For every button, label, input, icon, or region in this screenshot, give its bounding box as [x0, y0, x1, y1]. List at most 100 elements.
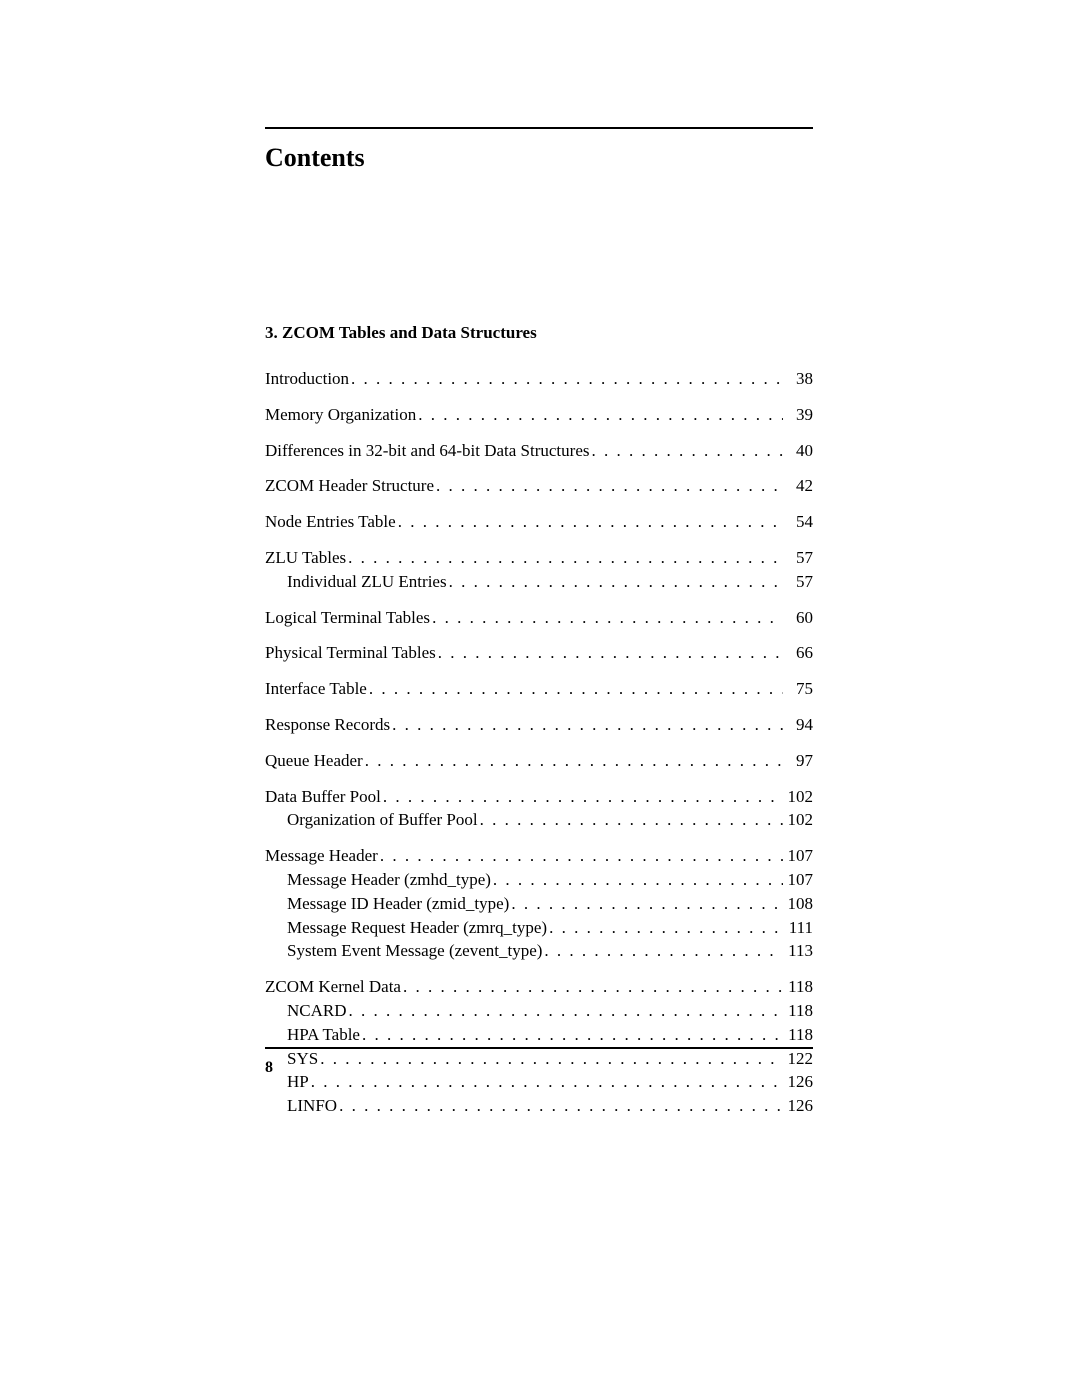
- toc-entry-page: 42: [783, 474, 813, 498]
- toc-line: Memory Organization . . . . . . . . . . …: [265, 403, 813, 427]
- toc-group: Message Header . . . . . . . . . . . . .…: [265, 844, 813, 963]
- toc-leader-dots: . . . . . . . . . . . . . . . . . . . . …: [378, 844, 783, 868]
- toc-entry-label: Introduction: [265, 367, 349, 391]
- toc-line: Message Header . . . . . . . . . . . . .…: [265, 844, 813, 868]
- toc-leader-dots: . . . . . . . . . . . . . . . . . . . . …: [349, 367, 783, 391]
- toc-line: Introduction . . . . . . . . . . . . . .…: [265, 367, 813, 391]
- toc-entry-label: System Event Message (zevent_type): [287, 939, 542, 963]
- toc-entry-page: 39: [783, 403, 813, 427]
- toc-leader-dots: . . . . . . . . . . . . . . . . . . . . …: [401, 975, 783, 999]
- toc-line: HPA Table . . . . . . . . . . . . . . . …: [265, 1023, 813, 1047]
- toc-leader-dots: . . . . . . . . . . . . . . . . . . . . …: [337, 1094, 783, 1118]
- toc-group: Interface Table . . . . . . . . . . . . …: [265, 677, 813, 701]
- toc-line: Node Entries Table . . . . . . . . . . .…: [265, 510, 813, 534]
- toc-leader-dots: . . . . . . . . . . . . . . . . . . . . …: [360, 1023, 783, 1047]
- toc-entry-label: Interface Table: [265, 677, 367, 701]
- toc-entry-page: 97: [783, 749, 813, 773]
- toc-entry-label: HPA Table: [287, 1023, 360, 1047]
- toc-line: Organization of Buffer Pool . . . . . . …: [265, 808, 813, 832]
- toc-entry-page: 118: [783, 975, 813, 999]
- toc-line: ZCOM Header Structure . . . . . . . . . …: [265, 474, 813, 498]
- toc-entry-page: 126: [783, 1094, 813, 1118]
- toc-line: Message Request Header (zmrq_type) . . .…: [265, 916, 813, 940]
- toc-container: Introduction . . . . . . . . . . . . . .…: [265, 367, 813, 1118]
- toc-line: Logical Terminal Tables . . . . . . . . …: [265, 606, 813, 630]
- toc-entry-label: Message Header: [265, 844, 378, 868]
- toc-entry-page: 111: [783, 916, 813, 940]
- toc-entry-label: Queue Header: [265, 749, 363, 773]
- toc-leader-dots: . . . . . . . . . . . . . . . . . . . . …: [381, 785, 783, 809]
- toc-group: Logical Terminal Tables . . . . . . . . …: [265, 606, 813, 630]
- toc-entry-page: 75: [783, 677, 813, 701]
- footer: 8: [265, 1047, 813, 1077]
- toc-line: Message ID Header (zmid_type) . . . . . …: [265, 892, 813, 916]
- toc-entry-label: Logical Terminal Tables: [265, 606, 430, 630]
- toc-group: Queue Header . . . . . . . . . . . . . .…: [265, 749, 813, 773]
- toc-entry-page: 57: [783, 570, 813, 594]
- toc-leader-dots: . . . . . . . . . . . . . . . . . . . . …: [367, 677, 783, 701]
- toc-entry-page: 38: [783, 367, 813, 391]
- toc-entry-page: 107: [783, 844, 813, 868]
- toc-entry-page: 66: [783, 641, 813, 665]
- page-content: Contents 3. ZCOM Tables and Data Structu…: [265, 127, 813, 1130]
- toc-entry-page: 60: [783, 606, 813, 630]
- toc-entry-page: 107: [783, 868, 813, 892]
- toc-leader-dots: . . . . . . . . . . . . . . . . . . . . …: [363, 749, 783, 773]
- toc-entry-label: Physical Terminal Tables: [265, 641, 436, 665]
- toc-entry-label: NCARD: [287, 999, 347, 1023]
- toc-line: ZCOM Kernel Data . . . . . . . . . . . .…: [265, 975, 813, 999]
- toc-line: Individual ZLU Entries . . . . . . . . .…: [265, 570, 813, 594]
- toc-leader-dots: . . . . . . . . . . . . . . . . . . . . …: [542, 939, 783, 963]
- toc-entry-label: Node Entries Table: [265, 510, 396, 534]
- toc-entry-page: 108: [783, 892, 813, 916]
- toc-line: LINFO . . . . . . . . . . . . . . . . . …: [265, 1094, 813, 1118]
- toc-group: Memory Organization . . . . . . . . . . …: [265, 403, 813, 427]
- toc-entry-label: ZCOM Kernel Data: [265, 975, 401, 999]
- toc-entry-label: Message ID Header (zmid_type): [287, 892, 509, 916]
- toc-entry-label: Differences in 32-bit and 64-bit Data St…: [265, 439, 589, 463]
- toc-line: Response Records . . . . . . . . . . . .…: [265, 713, 813, 737]
- toc-line: System Event Message (zevent_type) . . .…: [265, 939, 813, 963]
- toc-line: Interface Table . . . . . . . . . . . . …: [265, 677, 813, 701]
- toc-entry-label: ZLU Tables: [265, 546, 346, 570]
- toc-entry-label: Organization of Buffer Pool: [287, 808, 478, 832]
- toc-leader-dots: . . . . . . . . . . . . . . . . . . . . …: [447, 570, 783, 594]
- toc-line: NCARD . . . . . . . . . . . . . . . . . …: [265, 999, 813, 1023]
- toc-entry-page: 57: [783, 546, 813, 570]
- toc-leader-dots: . . . . . . . . . . . . . . . . . . . . …: [491, 868, 783, 892]
- toc-entry-page: 113: [783, 939, 813, 963]
- toc-line: Message Header (zmhd_type) . . . . . . .…: [265, 868, 813, 892]
- toc-line: ZLU Tables . . . . . . . . . . . . . . .…: [265, 546, 813, 570]
- toc-leader-dots: . . . . . . . . . . . . . . . . . . . . …: [346, 546, 783, 570]
- toc-group: ZCOM Header Structure . . . . . . . . . …: [265, 474, 813, 498]
- toc-group: Introduction . . . . . . . . . . . . . .…: [265, 367, 813, 391]
- toc-leader-dots: . . . . . . . . . . . . . . . . . . . . …: [416, 403, 783, 427]
- toc-entry-page: 94: [783, 713, 813, 737]
- toc-leader-dots: . . . . . . . . . . . . . . . . . . . . …: [347, 999, 783, 1023]
- top-rule: [265, 127, 813, 129]
- page-title: Contents: [265, 143, 813, 173]
- toc-entry-label: Memory Organization: [265, 403, 416, 427]
- toc-leader-dots: . . . . . . . . . . . . . . . . . . . . …: [436, 641, 783, 665]
- toc-line: Differences in 32-bit and 64-bit Data St…: [265, 439, 813, 463]
- toc-entry-page: 118: [783, 1023, 813, 1047]
- toc-group: Response Records . . . . . . . . . . . .…: [265, 713, 813, 737]
- toc-leader-dots: . . . . . . . . . . . . . . . . . . . . …: [396, 510, 783, 534]
- toc-leader-dots: . . . . . . . . . . . . . . . . . . . . …: [434, 474, 783, 498]
- toc-group: Differences in 32-bit and 64-bit Data St…: [265, 439, 813, 463]
- toc-entry-label: Data Buffer Pool: [265, 785, 381, 809]
- toc-group: Physical Terminal Tables . . . . . . . .…: [265, 641, 813, 665]
- toc-line: Data Buffer Pool . . . . . . . . . . . .…: [265, 785, 813, 809]
- page-number: 8: [265, 1059, 813, 1077]
- toc-line: Queue Header . . . . . . . . . . . . . .…: [265, 749, 813, 773]
- toc-entry-label: Message Request Header (zmrq_type): [287, 916, 547, 940]
- toc-entry-label: Individual ZLU Entries: [287, 570, 447, 594]
- toc-entry-label: LINFO: [287, 1094, 337, 1118]
- toc-leader-dots: . . . . . . . . . . . . . . . . . . . . …: [547, 916, 783, 940]
- toc-entry-page: 54: [783, 510, 813, 534]
- toc-leader-dots: . . . . . . . . . . . . . . . . . . . . …: [478, 808, 783, 832]
- bottom-rule: [265, 1047, 813, 1049]
- toc-leader-dots: . . . . . . . . . . . . . . . . . . . . …: [509, 892, 783, 916]
- toc-entry-label: Response Records: [265, 713, 390, 737]
- toc-entry-page: 102: [783, 785, 813, 809]
